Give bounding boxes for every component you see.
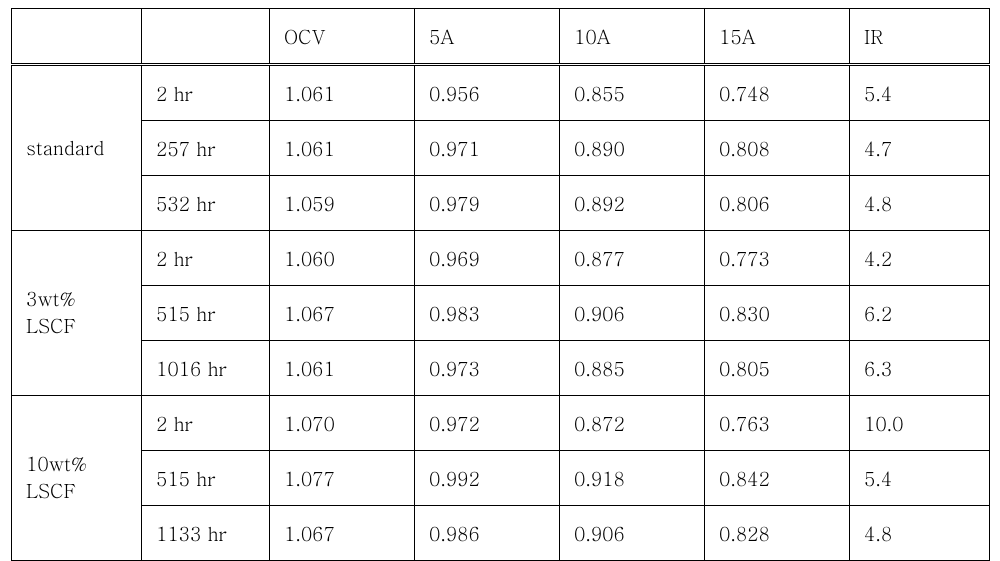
measurement-table: OCV 5A 10A 15A IR standard 2 hr 1.061 0.… bbox=[11, 8, 990, 561]
cell-5a: 0.986 bbox=[415, 506, 560, 561]
table-row: 10wt%LSCF 2 hr 1.070 0.972 0.872 0.763 1… bbox=[12, 396, 990, 451]
cell-10a: 0.906 bbox=[560, 286, 705, 341]
cell-ir: 6.2 bbox=[850, 286, 990, 341]
cell-time: 515 hr bbox=[142, 286, 270, 341]
cell-ocv: 1.060 bbox=[270, 231, 415, 286]
table-row: 257 hr 1.061 0.971 0.890 0.808 4.7 bbox=[12, 121, 990, 176]
cell-5a: 0.969 bbox=[415, 231, 560, 286]
cell-5a: 0.972 bbox=[415, 396, 560, 451]
col-head-time bbox=[142, 9, 270, 65]
cell-5a: 0.983 bbox=[415, 286, 560, 341]
col-head-ocv: OCV bbox=[270, 9, 415, 65]
table-row: 1016 hr 1.061 0.973 0.885 0.805 6.3 bbox=[12, 341, 990, 396]
cell-5a: 0.971 bbox=[415, 121, 560, 176]
cell-ir: 5.4 bbox=[850, 451, 990, 506]
cell-15a: 0.828 bbox=[705, 506, 850, 561]
cell-10a: 0.885 bbox=[560, 341, 705, 396]
cell-10a: 0.877 bbox=[560, 231, 705, 286]
cell-15a: 0.763 bbox=[705, 396, 850, 451]
table-header-row: OCV 5A 10A 15A IR bbox=[12, 9, 990, 65]
cell-15a: 0.748 bbox=[705, 65, 850, 121]
cell-ocv: 1.059 bbox=[270, 176, 415, 231]
cell-5a: 0.979 bbox=[415, 176, 560, 231]
cell-ocv: 1.070 bbox=[270, 396, 415, 451]
cell-ir: 5.4 bbox=[850, 65, 990, 121]
cell-time: 1016 hr bbox=[142, 341, 270, 396]
cell-5a: 0.992 bbox=[415, 451, 560, 506]
cell-ocv: 1.067 bbox=[270, 506, 415, 561]
cell-10a: 0.892 bbox=[560, 176, 705, 231]
cell-5a: 0.973 bbox=[415, 341, 560, 396]
table-row: 515 hr 1.077 0.992 0.918 0.842 5.4 bbox=[12, 451, 990, 506]
table-row: 3wt%LSCF 2 hr 1.060 0.969 0.877 0.773 4.… bbox=[12, 231, 990, 286]
cell-10a: 0.855 bbox=[560, 65, 705, 121]
group-label-text: 3wt%LSCF bbox=[26, 285, 76, 339]
col-head-10a: 10A bbox=[560, 9, 705, 65]
col-head-15a: 15A bbox=[705, 9, 850, 65]
col-head-ir: IR bbox=[850, 9, 990, 65]
cell-10a: 0.890 bbox=[560, 121, 705, 176]
cell-10a: 0.872 bbox=[560, 396, 705, 451]
cell-10a: 0.906 bbox=[560, 506, 705, 561]
cell-10a: 0.918 bbox=[560, 451, 705, 506]
table-row: 515 hr 1.067 0.983 0.906 0.830 6.2 bbox=[12, 286, 990, 341]
cell-ocv: 1.067 bbox=[270, 286, 415, 341]
cell-time: 257 hr bbox=[142, 121, 270, 176]
group-label-text: standard bbox=[26, 134, 104, 161]
group-label-text: 10wt%LSCF bbox=[26, 450, 87, 504]
col-head-5a: 5A bbox=[415, 9, 560, 65]
cell-ocv: 1.061 bbox=[270, 65, 415, 121]
table-row: 532 hr 1.059 0.979 0.892 0.806 4.8 bbox=[12, 176, 990, 231]
cell-time: 2 hr bbox=[142, 65, 270, 121]
cell-15a: 0.842 bbox=[705, 451, 850, 506]
cell-ocv: 1.077 bbox=[270, 451, 415, 506]
cell-ocv: 1.061 bbox=[270, 341, 415, 396]
cell-15a: 0.808 bbox=[705, 121, 850, 176]
cell-15a: 0.830 bbox=[705, 286, 850, 341]
group-label-10wt-lscf: 10wt%LSCF bbox=[12, 396, 142, 561]
cell-time: 515 hr bbox=[142, 451, 270, 506]
group-label-standard: standard bbox=[12, 65, 142, 231]
cell-ir: 10.0 bbox=[850, 396, 990, 451]
table-row: 1133 hr 1.067 0.986 0.906 0.828 4.8 bbox=[12, 506, 990, 561]
cell-ocv: 1.061 bbox=[270, 121, 415, 176]
cell-15a: 0.773 bbox=[705, 231, 850, 286]
cell-ir: 4.8 bbox=[850, 506, 990, 561]
col-head-group bbox=[12, 9, 142, 65]
cell-ir: 6.3 bbox=[850, 341, 990, 396]
cell-time: 2 hr bbox=[142, 231, 270, 286]
cell-15a: 0.805 bbox=[705, 341, 850, 396]
group-label-3wt-lscf: 3wt%LSCF bbox=[12, 231, 142, 396]
cell-time: 532 hr bbox=[142, 176, 270, 231]
cell-ir: 4.7 bbox=[850, 121, 990, 176]
cell-15a: 0.806 bbox=[705, 176, 850, 231]
cell-time: 1133 hr bbox=[142, 506, 270, 561]
cell-ir: 4.2 bbox=[850, 231, 990, 286]
cell-5a: 0.956 bbox=[415, 65, 560, 121]
table-row: standard 2 hr 1.061 0.956 0.855 0.748 5.… bbox=[12, 65, 990, 121]
cell-ir: 4.8 bbox=[850, 176, 990, 231]
cell-time: 2 hr bbox=[142, 396, 270, 451]
